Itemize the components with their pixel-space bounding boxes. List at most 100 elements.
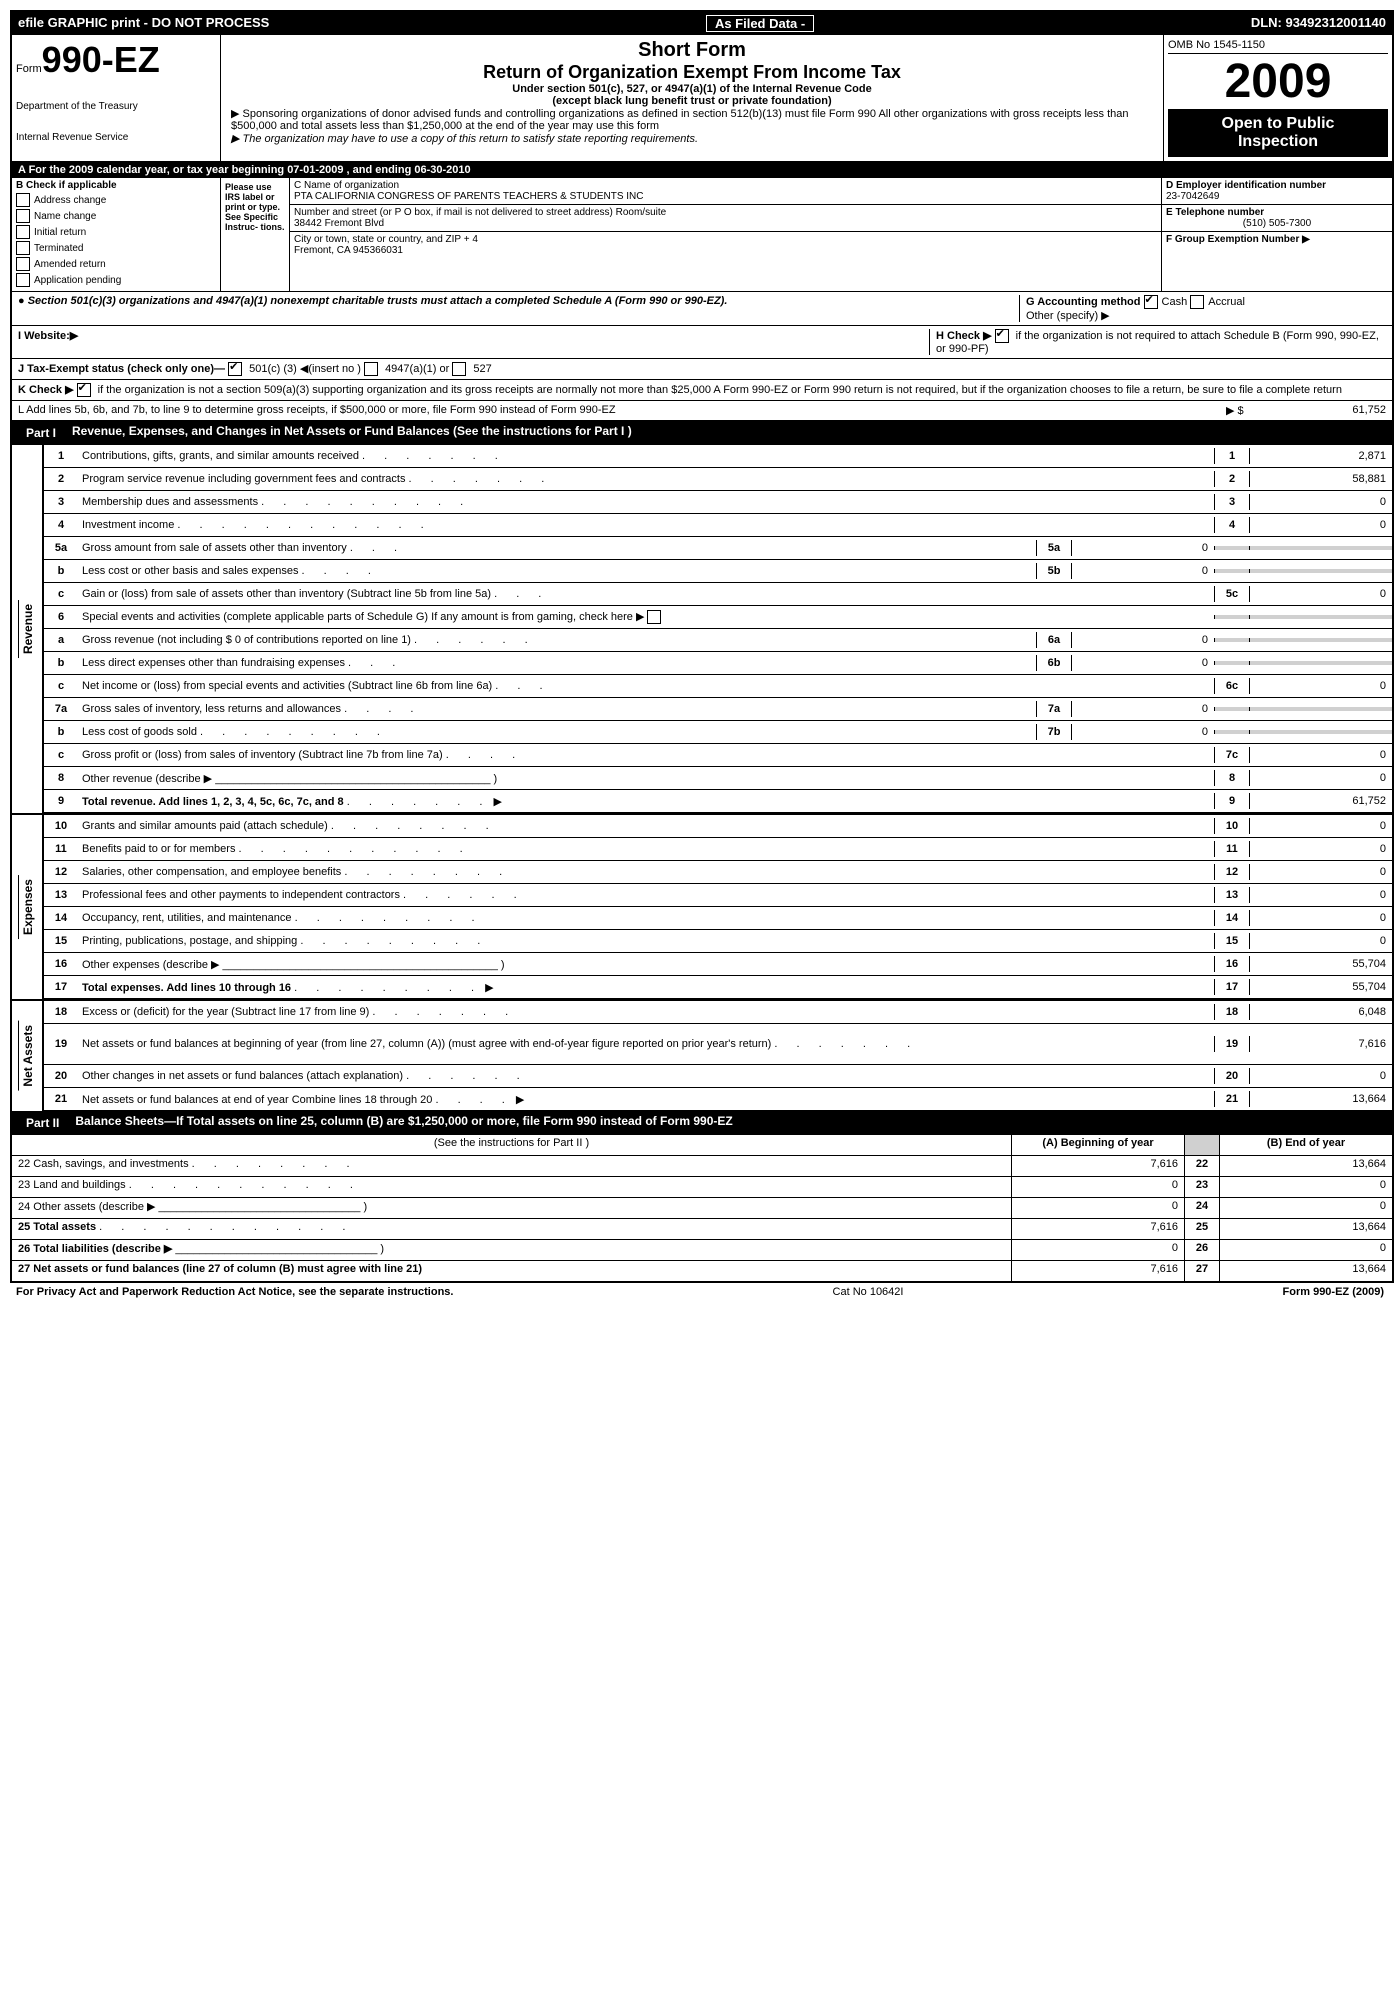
row-i-h: I Website:▶ H Check ▶ if the organizatio…	[12, 326, 1392, 359]
expenses-label: Expenses	[18, 875, 37, 939]
line7c-val: 0	[1249, 747, 1392, 763]
line5c-desc: Gain or (loss) from sale of assets other…	[82, 588, 491, 600]
line9-desc: Total revenue. Add lines 1, 2, 3, 4, 5c,…	[82, 796, 344, 808]
open-public: Open to Public Inspection	[1168, 109, 1388, 157]
line7b-val: 0	[1071, 724, 1214, 740]
line7a-desc: Gross sales of inventory, less returns a…	[82, 703, 341, 715]
netassets-section: Net Assets 18Excess or (deficit) for the…	[12, 999, 1392, 1111]
row-l: L Add lines 5b, 6b, and 7b, to line 9 to…	[12, 401, 1392, 421]
c-label: C Name of organization	[294, 180, 1157, 191]
return-title: Return of Organization Exempt From Incom…	[231, 62, 1153, 83]
f-label: F Group Exemption Number ▶	[1166, 234, 1388, 245]
check-k[interactable]	[77, 383, 91, 397]
line6c-desc: Net income or (loss) from special events…	[82, 680, 492, 692]
check-cash[interactable]	[1144, 295, 1158, 309]
id-col: D Employer identification number 23-7042…	[1162, 178, 1392, 291]
bal26-desc: 26 Total liabilities (describe ▶	[18, 1243, 172, 1255]
bal24-b: 0	[1219, 1198, 1392, 1218]
j-501c: 501(c) (3) ◀(insert no )	[249, 363, 361, 375]
line7a-val: 0	[1071, 701, 1214, 717]
section-a: A For the 2009 calendar year, or tax yea…	[12, 162, 1392, 178]
topbar-middle: As Filed Data -	[706, 15, 814, 32]
line5c-val: 0	[1249, 586, 1392, 602]
footer-left: For Privacy Act and Paperwork Reduction …	[16, 1286, 453, 1298]
omb: OMB No 1545-1150	[1168, 39, 1388, 54]
footer-mid: Cat No 10642I	[833, 1286, 904, 1298]
city-label: City or town, state or country, and ZIP …	[294, 234, 1157, 245]
street: 38442 Fremont Blvd	[294, 218, 1157, 229]
check-4947[interactable]	[364, 362, 378, 376]
short-form: Short Form	[231, 39, 1153, 62]
expenses-section: Expenses 10Grants and similar amounts pa…	[12, 813, 1392, 999]
check-amend[interactable]	[16, 257, 30, 271]
check-accrual[interactable]	[1190, 295, 1204, 309]
revenue-section: Revenue 1Contributions, gifts, grants, a…	[12, 445, 1392, 813]
bal22-a: 7,616	[1011, 1156, 1184, 1176]
line12-desc: Salaries, other compensation, and employ…	[82, 866, 341, 878]
city: Fremont, CA 945366031	[294, 245, 1157, 256]
line17-desc: Total expenses. Add lines 10 through 16	[82, 982, 291, 994]
part1-header: Part I Revenue, Expenses, and Changes in…	[12, 421, 1392, 445]
h-label: H Check ▶	[936, 330, 992, 342]
col-a: (A) Beginning of year	[1011, 1135, 1184, 1155]
subtitle1: Under section 501(c), 527, or 4947(a)(1)…	[231, 83, 1153, 95]
line3-desc: Membership dues and assessments	[82, 496, 258, 508]
topbar-left: efile GRAPHIC print - DO NOT PROCESS	[18, 15, 269, 32]
check-527[interactable]	[452, 362, 466, 376]
line21-val: 13,664	[1249, 1091, 1392, 1107]
open-text: Open to Public	[1170, 115, 1386, 133]
name-col: C Name of organization PTA CALIFORNIA CO…	[290, 178, 1162, 291]
footer-right: Form 990-EZ (2009)	[1283, 1286, 1384, 1298]
j-4947: 4947(a)(1) or	[385, 363, 449, 375]
k-label: K Check ▶	[18, 384, 74, 396]
line10-val: 0	[1249, 818, 1392, 834]
bal26-b: 0	[1219, 1240, 1392, 1260]
inspection-text: Inspection	[1170, 133, 1386, 151]
line5a-desc: Gross amount from sale of assets other t…	[82, 542, 347, 554]
bal24-a: 0	[1011, 1198, 1184, 1218]
label-cash: Cash	[1162, 296, 1188, 308]
line11-val: 0	[1249, 841, 1392, 857]
revenue-label: Revenue	[18, 600, 37, 658]
topbar-right: DLN: 93492312001140	[1251, 15, 1386, 32]
subtitle2: (except black lung benefit trust or priv…	[231, 95, 1153, 107]
line12-val: 0	[1249, 864, 1392, 880]
g-label: G Accounting method	[1026, 296, 1140, 308]
bal23-desc: 23 Land and buildings	[18, 1179, 126, 1191]
check-501c[interactable]	[228, 362, 242, 376]
line7b-desc: Less cost of goods sold	[82, 726, 197, 738]
part1-title: Revenue, Expenses, and Changes in Net As…	[72, 424, 632, 442]
line20-desc: Other changes in net assets or fund bala…	[82, 1070, 403, 1082]
bal26-a: 0	[1011, 1240, 1184, 1260]
line6c-val: 0	[1249, 678, 1392, 694]
line14-desc: Occupancy, rent, utilities, and maintena…	[82, 912, 292, 924]
line6-desc: Special events and activities (complete …	[82, 611, 644, 623]
line6a-val: 0	[1071, 632, 1214, 648]
part2-header: Part II Balance Sheets—If Total assets o…	[12, 1111, 1392, 1135]
j-527: 527	[473, 363, 491, 375]
check-init[interactable]	[16, 225, 30, 239]
header-right: OMB No 1545-1150 2009 Open to Public Ins…	[1164, 35, 1392, 161]
line13-val: 0	[1249, 887, 1392, 903]
check-term[interactable]	[16, 241, 30, 255]
part2-sub: (See the instructions for Part II )	[12, 1135, 1011, 1155]
line2-desc: Program service revenue including govern…	[82, 473, 405, 485]
check-gaming[interactable]	[647, 610, 661, 624]
bal23-b: 0	[1219, 1177, 1392, 1197]
g-other: Other (specify) ▶	[1026, 309, 1386, 322]
check-h[interactable]	[995, 329, 1009, 343]
line16-val: 55,704	[1249, 956, 1392, 972]
check-name[interactable]	[16, 209, 30, 223]
b-label: B Check if applicable	[16, 180, 216, 191]
line6a-desc: Gross revenue (not including $ 0 of cont…	[82, 634, 411, 646]
check-app[interactable]	[16, 273, 30, 287]
line13-desc: Professional fees and other payments to …	[82, 889, 400, 901]
check-addr[interactable]	[16, 193, 30, 207]
line5b-val: 0	[1071, 563, 1214, 579]
label-app: Application pending	[34, 275, 121, 286]
bal25-desc: 25 Total assets	[18, 1221, 96, 1233]
line9-val: 61,752	[1249, 793, 1392, 809]
dept2: Internal Revenue Service	[16, 132, 216, 143]
line15-val: 0	[1249, 933, 1392, 949]
tax-year: 2009	[1168, 54, 1388, 109]
